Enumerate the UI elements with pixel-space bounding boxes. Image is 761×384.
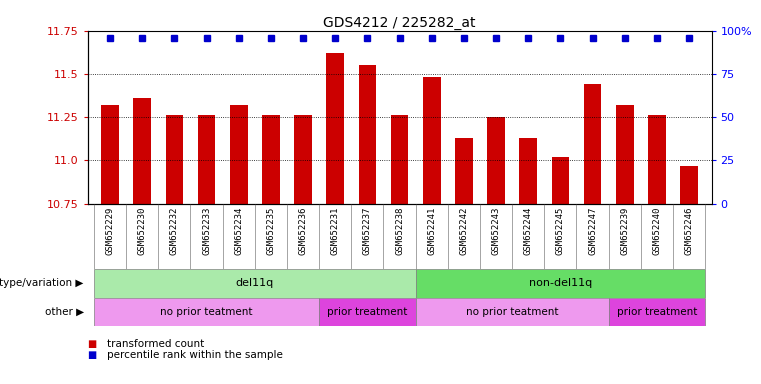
- Bar: [101, 105, 119, 204]
- Bar: [262, 115, 280, 204]
- Bar: [616, 105, 634, 204]
- Text: del11q: del11q: [236, 278, 274, 288]
- Text: GSM652233: GSM652233: [202, 207, 211, 255]
- Text: GSM652247: GSM652247: [588, 207, 597, 255]
- Text: GSM652240: GSM652240: [652, 207, 661, 255]
- Bar: [358, 65, 376, 204]
- Text: GSM652237: GSM652237: [363, 207, 372, 255]
- Text: GSM652230: GSM652230: [138, 207, 147, 255]
- Bar: [416, 298, 609, 326]
- Bar: [166, 115, 183, 204]
- Bar: [326, 53, 344, 204]
- Text: GSM652231: GSM652231: [331, 207, 339, 255]
- Bar: [609, 298, 705, 326]
- Bar: [680, 166, 698, 204]
- Text: GSM652244: GSM652244: [524, 207, 533, 255]
- Text: transformed count: transformed count: [107, 339, 204, 349]
- Text: GSM652236: GSM652236: [298, 207, 307, 255]
- Text: GSM652246: GSM652246: [684, 207, 693, 255]
- Bar: [295, 115, 312, 204]
- Bar: [230, 105, 247, 204]
- Bar: [519, 138, 537, 204]
- Bar: [390, 115, 409, 204]
- Bar: [584, 84, 601, 204]
- Text: prior treatment: prior treatment: [327, 307, 408, 317]
- Bar: [198, 115, 215, 204]
- Text: no prior teatment: no prior teatment: [466, 307, 559, 317]
- Text: genotype/variation ▶: genotype/variation ▶: [0, 278, 84, 288]
- Bar: [648, 115, 666, 204]
- Text: GSM652229: GSM652229: [106, 207, 115, 255]
- Bar: [487, 117, 505, 204]
- Text: GSM652245: GSM652245: [556, 207, 565, 255]
- Text: GSM652239: GSM652239: [620, 207, 629, 255]
- Text: other ▶: other ▶: [45, 307, 84, 317]
- Text: GSM652235: GSM652235: [266, 207, 275, 255]
- Bar: [455, 138, 473, 204]
- Bar: [552, 157, 569, 204]
- Bar: [94, 269, 416, 298]
- Bar: [319, 298, 416, 326]
- Bar: [94, 298, 319, 326]
- Text: ■: ■: [88, 339, 97, 349]
- Text: no prior teatment: no prior teatment: [161, 307, 253, 317]
- Title: GDS4212 / 225282_at: GDS4212 / 225282_at: [323, 16, 476, 30]
- Text: GSM652243: GSM652243: [492, 207, 501, 255]
- Bar: [423, 77, 441, 204]
- Text: GSM652232: GSM652232: [170, 207, 179, 255]
- Text: GSM652234: GSM652234: [234, 207, 244, 255]
- Text: non-del11q: non-del11q: [529, 278, 592, 288]
- Text: prior treatment: prior treatment: [616, 307, 697, 317]
- Text: percentile rank within the sample: percentile rank within the sample: [107, 350, 282, 360]
- Text: ■: ■: [88, 350, 97, 360]
- Bar: [133, 98, 151, 204]
- Text: GSM652241: GSM652241: [427, 207, 436, 255]
- Bar: [416, 269, 705, 298]
- Text: GSM652242: GSM652242: [460, 207, 468, 255]
- Text: GSM652238: GSM652238: [395, 207, 404, 255]
